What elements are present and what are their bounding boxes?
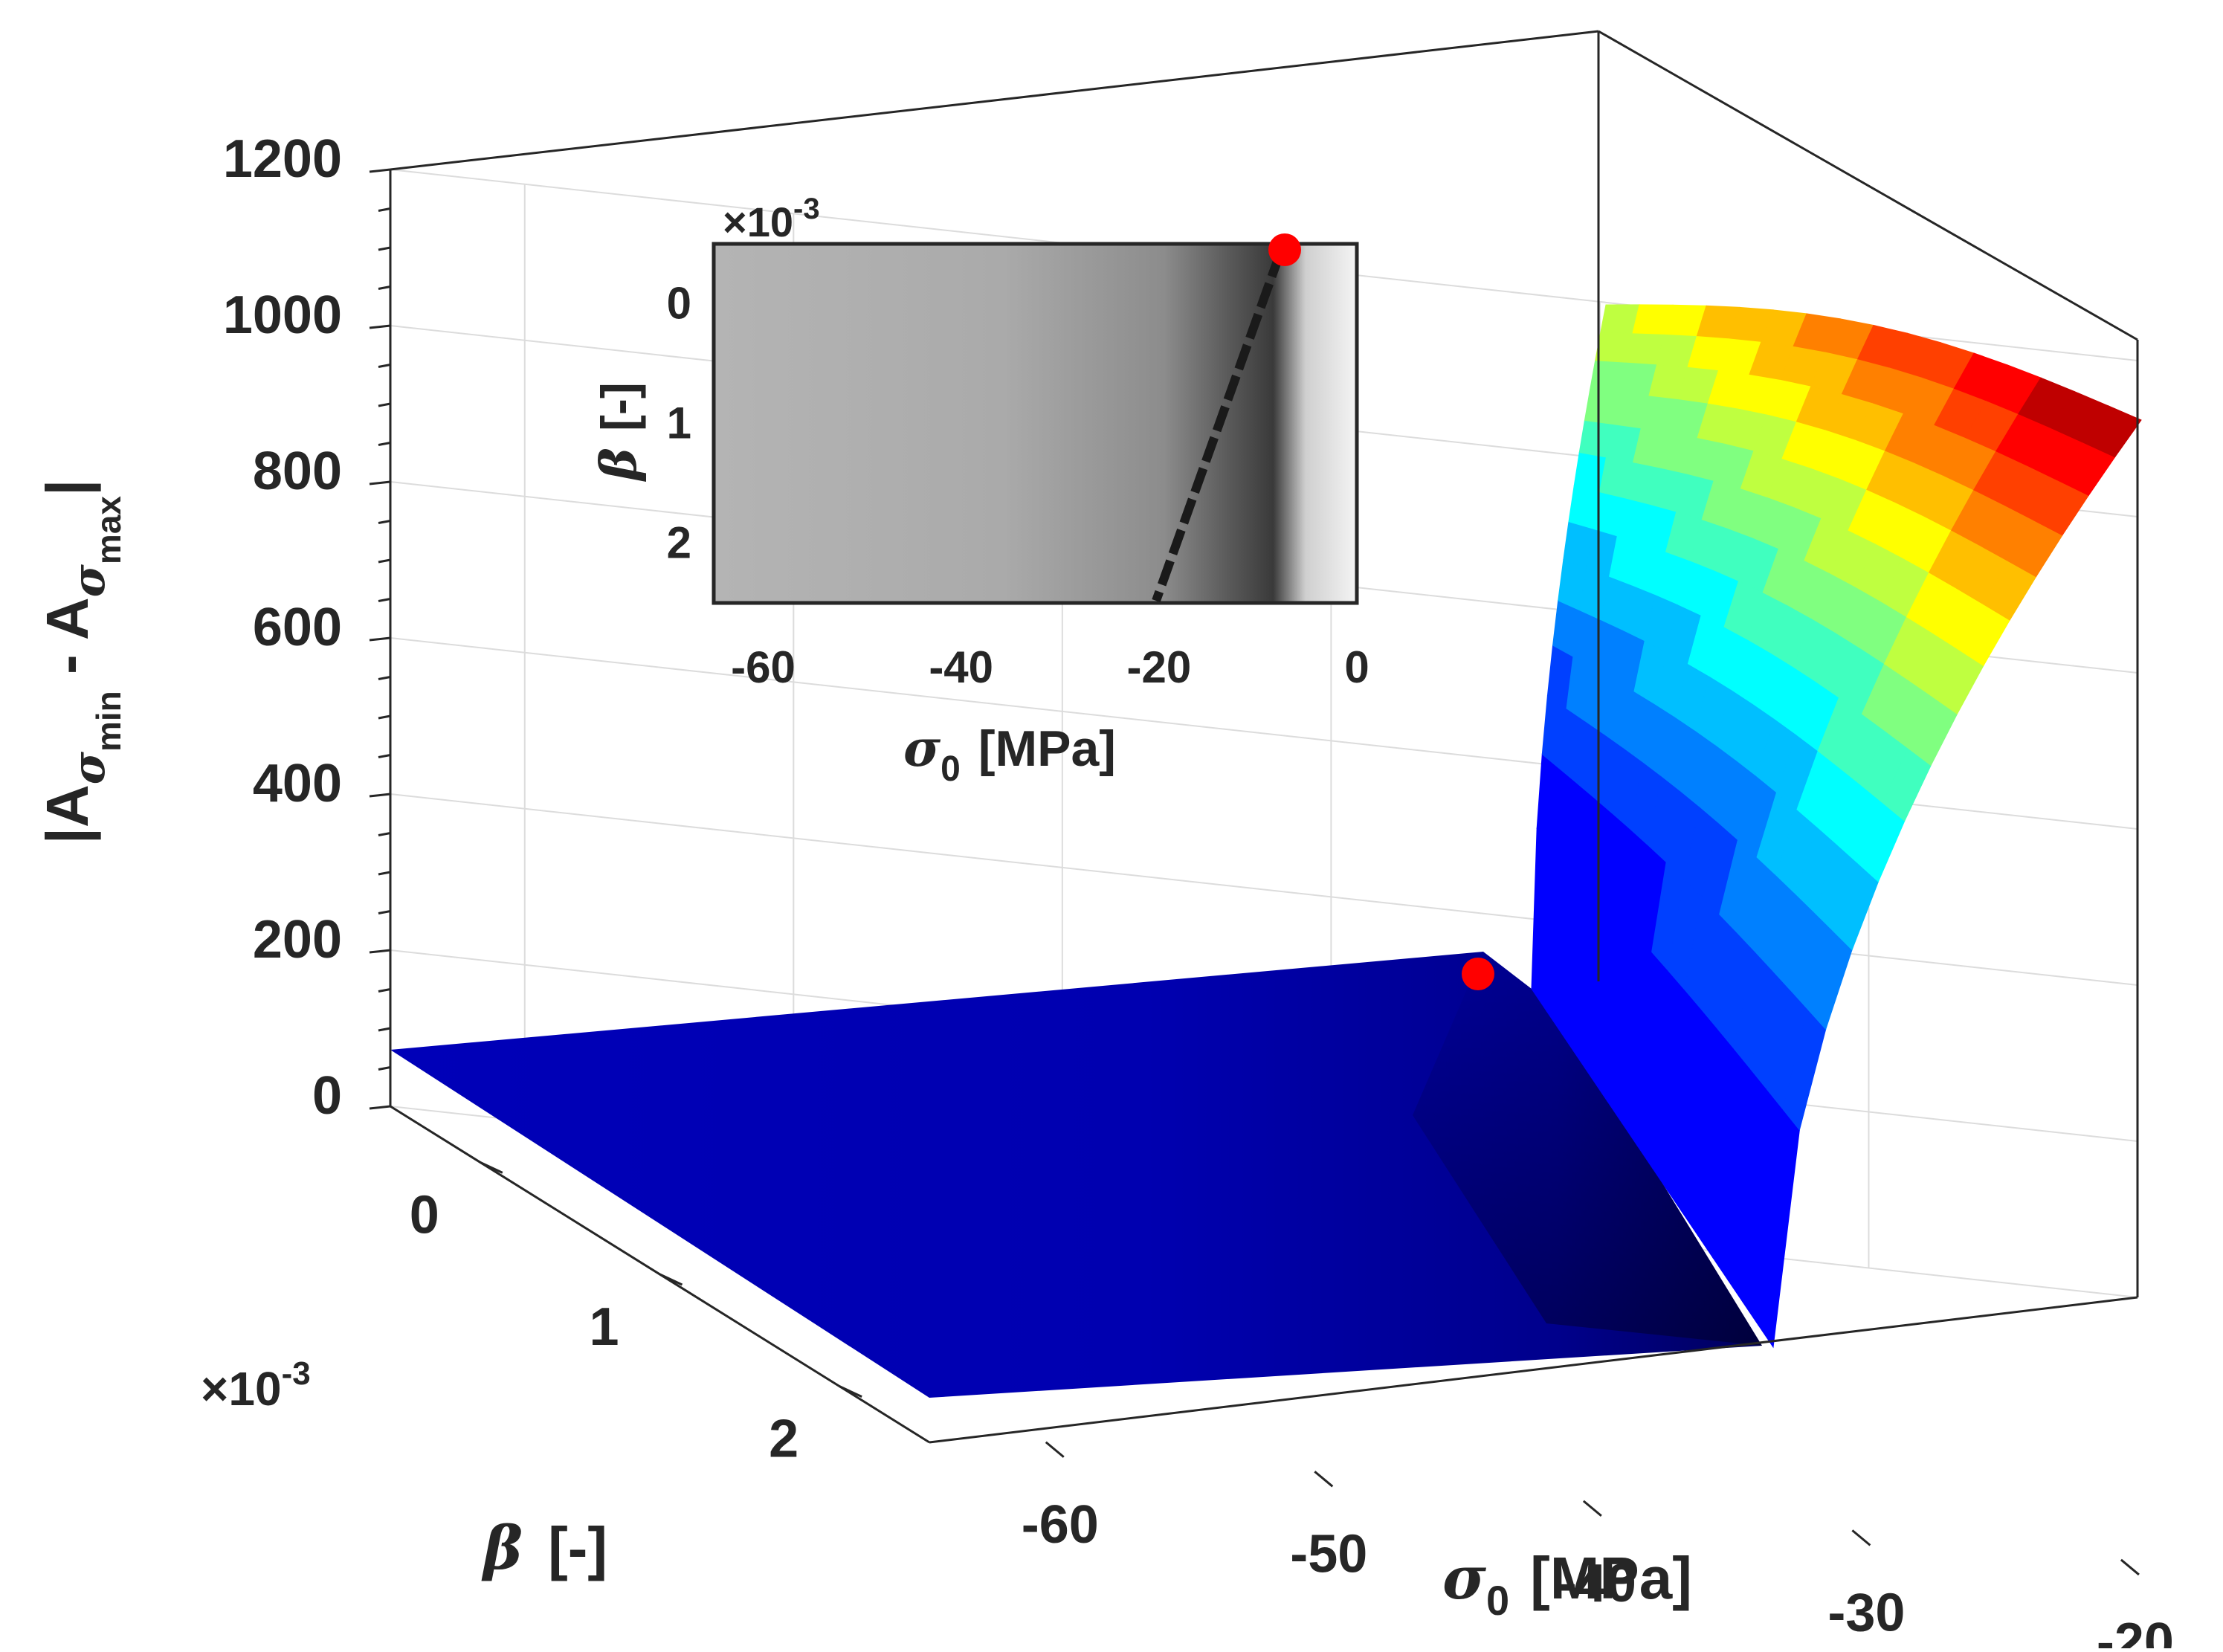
y-tick xyxy=(659,1273,683,1286)
z-tick xyxy=(378,364,391,368)
z-tick xyxy=(378,988,391,993)
svg-text:|Aσmin - Aσmax|: |Aσmin - Aσmax| xyxy=(34,480,128,845)
z-tick xyxy=(378,520,391,524)
z-tick-labels: 0 200 400 600 800 1000 1200 xyxy=(223,129,342,1126)
inset-x-tick-labels: -60 -40 -20 0 xyxy=(731,642,1369,692)
surface-wall xyxy=(1531,304,2142,1349)
inset-y-tick-labels: 0 1 2 xyxy=(667,279,691,568)
y-axis-label: β [-] xyxy=(481,1513,607,1583)
z-tick xyxy=(378,246,391,251)
inset-plot-area xyxy=(712,242,1359,605)
inset-x-tick-label: -40 xyxy=(929,642,993,692)
x-tick xyxy=(1582,1500,1602,1517)
z-tick-label: 200 xyxy=(253,910,342,969)
axes xyxy=(369,30,2140,1576)
inset-y-tick-label: 0 xyxy=(667,279,691,329)
y-tick-label: 1 xyxy=(589,1297,619,1357)
svg-text:β[-]: β[-] xyxy=(590,382,648,483)
z-tick xyxy=(369,949,391,954)
y-tick xyxy=(480,1161,503,1174)
z-tick-label: 0 xyxy=(312,1066,342,1126)
z-tick xyxy=(369,793,391,798)
y-tick-label: 2 xyxy=(769,1410,798,1469)
inset-x-tick-label: -60 xyxy=(731,642,796,692)
x-tick-label: -50 xyxy=(1290,1524,1367,1584)
z-tick xyxy=(378,207,391,212)
x-tick xyxy=(1045,1441,1065,1458)
z-tick xyxy=(378,871,391,876)
x-tick xyxy=(1314,1471,1334,1488)
z-tick-label: 400 xyxy=(253,754,342,813)
inset-y-tick-label: 2 xyxy=(667,518,691,568)
surface-patch xyxy=(2082,404,2142,458)
z-tick xyxy=(369,1105,391,1110)
x-tick xyxy=(1851,1529,1871,1546)
inset-x-axis-label: σ0 [MPa] xyxy=(903,719,1116,789)
z-tick xyxy=(369,636,391,642)
z-tick xyxy=(378,442,391,446)
z-tick xyxy=(378,754,391,758)
x-tick-label: -60 xyxy=(1022,1495,1099,1555)
z-tick-label: 600 xyxy=(253,598,342,657)
z-tick xyxy=(369,324,391,329)
y-tick-label: 0 xyxy=(410,1185,439,1245)
z-tick xyxy=(378,285,391,290)
x-tick xyxy=(2120,1558,2140,1576)
z-tick xyxy=(378,832,391,836)
inset-x-tick-label: 0 xyxy=(1344,642,1369,692)
inset-y-axis-label: β[-] xyxy=(590,382,648,483)
top-back-edge xyxy=(390,30,1599,171)
z-tick-label: 1000 xyxy=(223,285,342,345)
x-axis-label: σ0 [MPa] xyxy=(1442,1543,1692,1624)
z-tick xyxy=(369,480,391,485)
z-tick xyxy=(378,598,391,602)
surface-floor xyxy=(390,952,1762,1398)
y-axis-multiplier: ×10-3 xyxy=(201,1355,311,1416)
inset-y-multiplier: ×10-3 xyxy=(723,193,820,245)
surface-plot xyxy=(390,304,2142,1398)
y-tick-labels: 0 1 2 xyxy=(410,1185,798,1468)
z-tick xyxy=(378,1066,391,1071)
inset-heatmap: 0 1 2 -60 -40 -20 0 ×10-3 β[-] σ0 [MPa] xyxy=(590,193,1369,789)
z-tick xyxy=(378,558,391,564)
z-tick xyxy=(378,910,391,914)
z-tick xyxy=(378,402,391,407)
x-tick-labels: -60-50-40-30-20-100 xyxy=(1022,1495,2174,1652)
x-tick-label: -30 xyxy=(1827,1583,1905,1642)
z-tick xyxy=(378,714,391,720)
top-side-edge xyxy=(1598,30,2138,341)
z-axis-label: |Aσmin - Aσmax| xyxy=(34,480,128,845)
z-tick-label: 1200 xyxy=(223,129,342,189)
y-tick xyxy=(839,1385,862,1398)
z-tick xyxy=(378,676,391,680)
surface-shadow xyxy=(1413,952,1762,1346)
x-tick-label: -40 xyxy=(1559,1554,1636,1613)
z-tick-label: 800 xyxy=(253,442,342,501)
inset-marker xyxy=(1268,233,1301,266)
z-tick xyxy=(369,168,391,173)
main-marker xyxy=(1462,958,1494,990)
inset-y-tick-label: 1 xyxy=(667,399,691,448)
x-tick-label: -20 xyxy=(2097,1613,2174,1648)
inset-x-tick-label: -20 xyxy=(1126,642,1191,692)
x-axis-line xyxy=(929,1296,2138,1444)
z-tick xyxy=(378,1027,391,1032)
inset-ridge-line xyxy=(1152,251,1285,603)
